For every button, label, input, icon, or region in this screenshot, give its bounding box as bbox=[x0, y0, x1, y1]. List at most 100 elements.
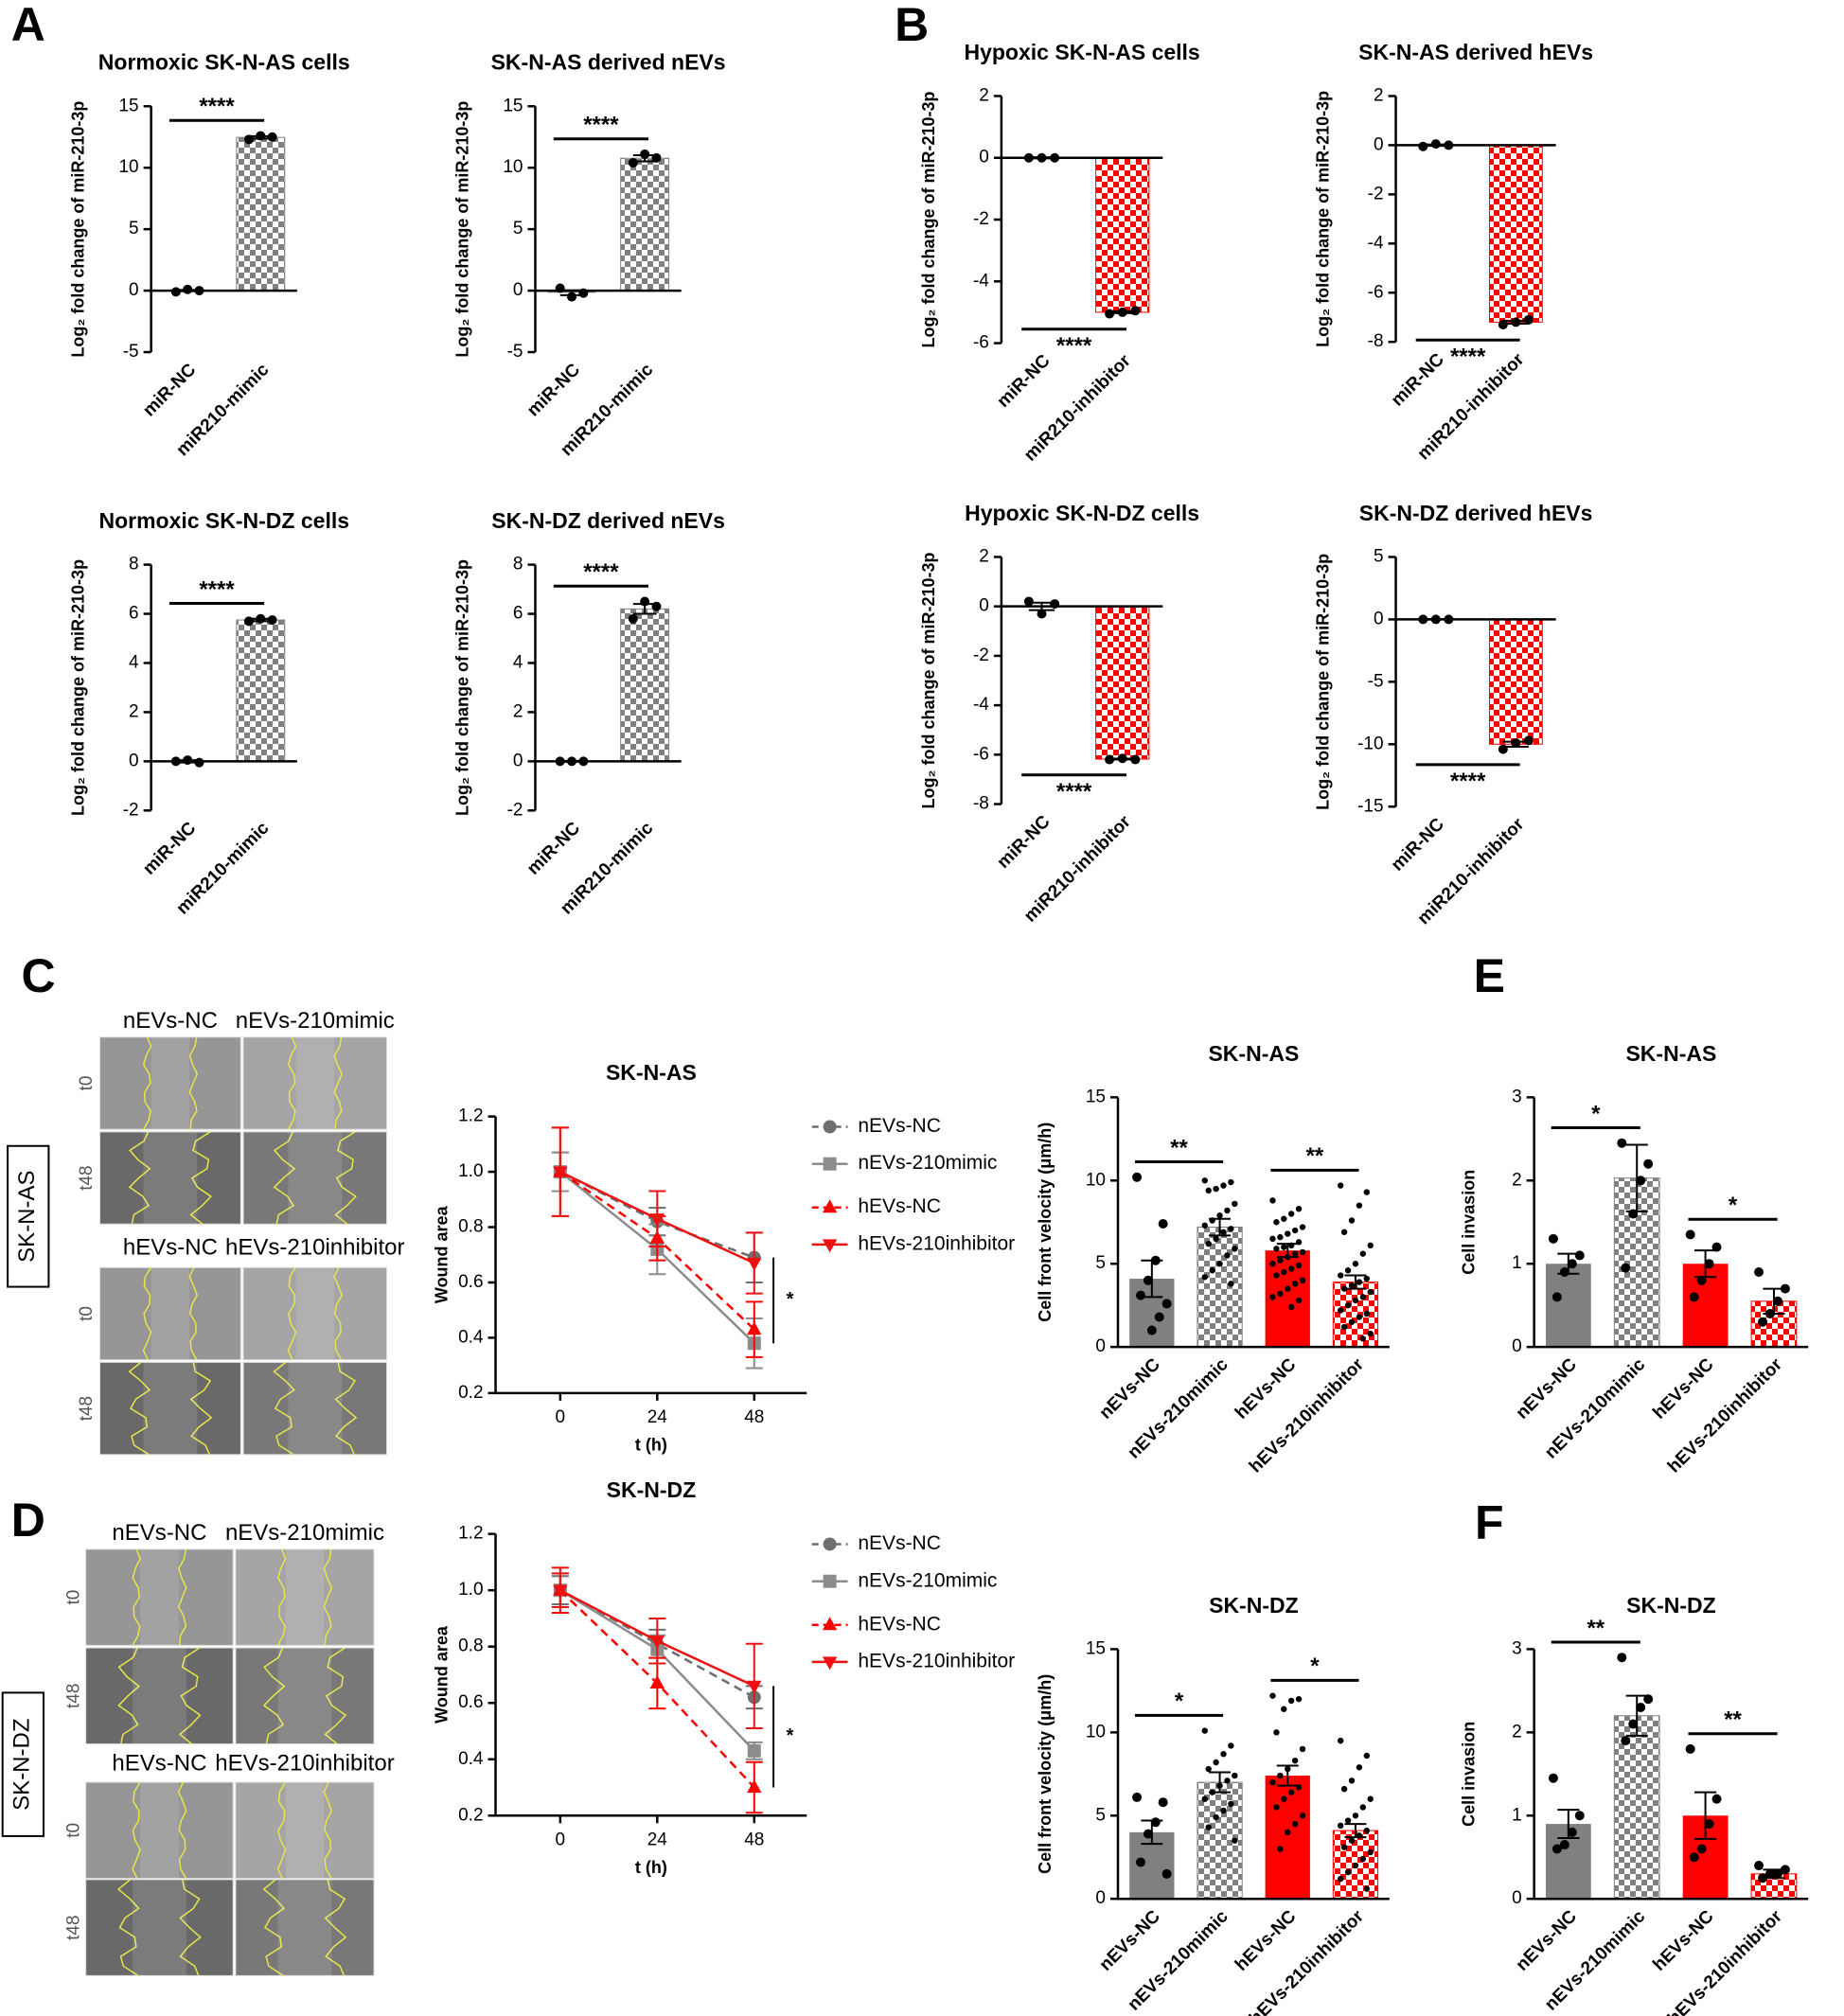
wound-edge bbox=[188, 1266, 199, 1361]
micrograph bbox=[235, 1647, 375, 1745]
data-point bbox=[1498, 320, 1508, 330]
marker bbox=[553, 1166, 568, 1180]
micrograph bbox=[85, 1548, 234, 1646]
y-tick-label: 3 bbox=[1512, 1638, 1522, 1658]
data-point bbox=[1201, 1222, 1208, 1229]
micrograph bbox=[242, 1036, 388, 1130]
y-axis-label: Wound area bbox=[433, 1205, 452, 1303]
y-tick-label: 0 bbox=[1095, 1336, 1106, 1356]
data-point bbox=[1291, 1227, 1299, 1234]
y-tick-label: 0 bbox=[129, 751, 139, 770]
wound-edge bbox=[142, 1036, 152, 1130]
chart-title: Normoxic SK-N-DZ cells bbox=[98, 508, 349, 533]
y-tick-label: 5 bbox=[1095, 1805, 1106, 1825]
data-point bbox=[1213, 1185, 1219, 1193]
wound-edge bbox=[128, 1131, 151, 1225]
micrograph bbox=[235, 1548, 375, 1646]
data-point bbox=[1299, 1224, 1306, 1230]
data-point bbox=[1291, 1250, 1299, 1257]
y-tick-label: 0 bbox=[513, 751, 523, 770]
data-point bbox=[1772, 1868, 1782, 1879]
chart-title: Hypoxic SK-N-AS cells bbox=[964, 40, 1199, 64]
data-point bbox=[1359, 1250, 1367, 1257]
micrograph bbox=[85, 1647, 234, 1745]
wound-edge bbox=[277, 1548, 287, 1646]
data-point bbox=[1780, 1865, 1790, 1875]
data-point bbox=[1277, 1846, 1284, 1852]
data-point bbox=[1340, 1785, 1348, 1793]
data-point bbox=[1348, 1837, 1356, 1844]
wound-gap bbox=[295, 1267, 335, 1360]
significance-label: ** bbox=[1306, 1143, 1324, 1169]
data-point bbox=[1285, 1285, 1291, 1292]
data-point bbox=[1201, 1177, 1208, 1184]
significance-label: **** bbox=[199, 576, 235, 602]
y-tick-label: 4 bbox=[513, 652, 523, 672]
significance-label: ** bbox=[1170, 1135, 1188, 1160]
data-point bbox=[1363, 1189, 1370, 1195]
data-point bbox=[1295, 1262, 1303, 1269]
data-point bbox=[1232, 1200, 1238, 1208]
data-point bbox=[651, 152, 662, 163]
data-point bbox=[1363, 1827, 1370, 1834]
marker bbox=[649, 1213, 665, 1228]
data-point bbox=[1273, 1219, 1280, 1226]
legend-label: hEVs-210inhibitor bbox=[858, 1650, 1015, 1671]
significance-label: **** bbox=[1450, 345, 1486, 370]
data-point bbox=[1216, 1782, 1223, 1789]
data-point bbox=[567, 292, 577, 302]
data-point bbox=[1348, 1777, 1356, 1784]
data-point bbox=[1277, 1257, 1284, 1264]
data-point bbox=[1143, 1829, 1153, 1839]
y-axis-label: Log₂ fold change of miR-210-3p bbox=[69, 101, 88, 358]
data-point bbox=[1205, 1187, 1212, 1194]
y-tick-label: 0.4 bbox=[458, 1327, 484, 1347]
wound-gap bbox=[143, 1131, 198, 1225]
data-point bbox=[1356, 1764, 1363, 1771]
row-label: t0 bbox=[63, 1823, 83, 1838]
wound-gap bbox=[151, 1036, 190, 1130]
data-point bbox=[1643, 1158, 1654, 1169]
data-point bbox=[267, 132, 277, 142]
significance-label: **** bbox=[1056, 779, 1092, 805]
data-point bbox=[1352, 1261, 1359, 1267]
data-point bbox=[1224, 1252, 1231, 1259]
data-point bbox=[1287, 1242, 1295, 1249]
data-point bbox=[1146, 1325, 1157, 1335]
bar bbox=[1095, 606, 1150, 760]
data-point bbox=[1617, 1653, 1627, 1663]
data-point bbox=[1281, 1268, 1287, 1276]
y-tick-label: 0.2 bbox=[458, 1805, 483, 1825]
data-point bbox=[1617, 1138, 1627, 1148]
wound-edge bbox=[132, 1548, 141, 1646]
y-tick-label: 6 bbox=[129, 604, 139, 624]
bar bbox=[1095, 157, 1150, 313]
x-tick-label: 0 bbox=[556, 1407, 566, 1427]
legend-marker bbox=[822, 1656, 838, 1671]
wound-edge bbox=[177, 1548, 187, 1646]
bar bbox=[236, 619, 286, 762]
series-line bbox=[559, 1589, 755, 1699]
bar bbox=[620, 157, 670, 292]
x-tick-label: 48 bbox=[744, 1407, 764, 1427]
y-tick-label: 0 bbox=[979, 148, 989, 168]
data-point bbox=[1216, 1212, 1223, 1219]
wound-edge bbox=[323, 1548, 333, 1646]
data-point bbox=[1220, 1182, 1227, 1189]
legend-marker bbox=[823, 1537, 837, 1551]
y-axis-label: Log₂ fold change of miR-210-3p bbox=[1314, 91, 1333, 347]
data-point bbox=[1337, 1182, 1344, 1189]
chart-title: SK-N-AS derived hEVs bbox=[1358, 40, 1593, 64]
legend-label: nEVs-210mimic bbox=[858, 1152, 997, 1174]
chart-title: SK-N-DZ derived hEVs bbox=[1359, 501, 1593, 525]
micrograph-label: nEVs-210mimic bbox=[236, 1008, 395, 1034]
wound-gap bbox=[140, 1782, 179, 1879]
data-point bbox=[1337, 1307, 1344, 1314]
x-tick-label: hEVs-210inhibitor bbox=[1664, 1354, 1786, 1477]
significance-label: * bbox=[1175, 1689, 1184, 1714]
data-point bbox=[1764, 1308, 1775, 1318]
y-tick-label: 0 bbox=[1512, 1888, 1522, 1908]
data-point bbox=[1356, 1202, 1363, 1209]
data-point bbox=[1430, 139, 1441, 150]
y-tick-label: 0 bbox=[1095, 1888, 1106, 1908]
